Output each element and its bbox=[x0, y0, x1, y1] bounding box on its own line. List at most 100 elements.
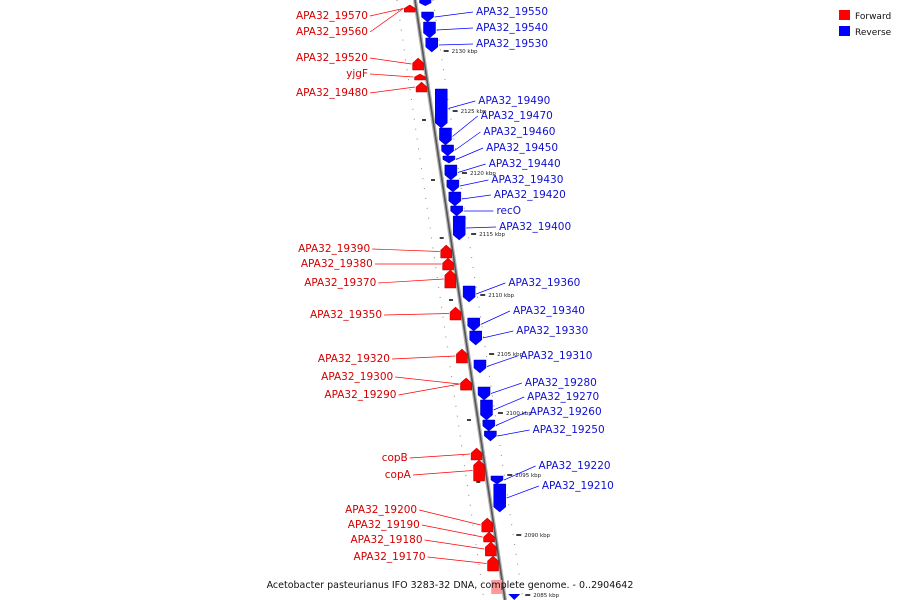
forward-gene-arrow[interactable] bbox=[404, 4, 416, 13]
forward-gene-leader bbox=[369, 57, 412, 65]
reverse-gene-arrow[interactable] bbox=[441, 144, 454, 157]
reverse-gene-label[interactable]: APA32_19470 bbox=[481, 110, 553, 122]
reverse-gene-arrow[interactable] bbox=[439, 127, 452, 146]
reverse-gene-label[interactable]: APA32_19310 bbox=[520, 350, 592, 362]
scale-tick-label: 2100 kbp bbox=[506, 411, 532, 417]
forward-gene-label[interactable]: copA bbox=[385, 469, 412, 481]
reverse-gene-label[interactable]: APA32_19330 bbox=[516, 325, 588, 337]
forward-gene-arrow[interactable] bbox=[456, 348, 468, 364]
forward-gene-arrow[interactable] bbox=[470, 447, 483, 461]
reverse-gene-arrow[interactable] bbox=[469, 330, 482, 346]
reverse-gene-label[interactable]: recO bbox=[496, 205, 521, 217]
forward-gene-arrow[interactable] bbox=[449, 306, 462, 321]
scale-tick-label: 2130 kbp bbox=[452, 49, 478, 55]
reverse-gene-arrow[interactable] bbox=[425, 37, 438, 53]
reverse-gene-label[interactable]: APA32_19270 bbox=[527, 391, 599, 403]
reverse-gene-arrow[interactable] bbox=[452, 215, 466, 241]
reverse-gene-label[interactable]: APA32_19210 bbox=[542, 480, 614, 492]
reverse-gene-label[interactable]: APA32_19540 bbox=[476, 22, 548, 34]
forward-gene-leader bbox=[395, 376, 460, 385]
reverse-gene-arrow[interactable] bbox=[490, 475, 504, 485]
reverse-gene-leader bbox=[490, 382, 522, 394]
forward-gene-label[interactable]: yjgF bbox=[346, 68, 368, 80]
forward-legend-label: Forward bbox=[855, 12, 891, 22]
forward-gene-arrow[interactable] bbox=[485, 541, 497, 557]
reverse-gene-label[interactable]: APA32_19490 bbox=[478, 95, 550, 107]
reverse-gene-arrow[interactable] bbox=[421, 11, 434, 23]
reverse-legend-swatch bbox=[839, 26, 850, 36]
forward-gene-arrow[interactable] bbox=[487, 555, 499, 572]
reverse-gene-label[interactable]: APA32_19550 bbox=[476, 6, 548, 18]
forward-gene-leader bbox=[369, 8, 404, 33]
reverse-gene-label[interactable]: APA32_19460 bbox=[483, 126, 555, 138]
reverse-gene-arrow[interactable] bbox=[467, 317, 480, 332]
reverse-gene-arrow[interactable] bbox=[493, 483, 506, 513]
forward-gene-label[interactable]: APA32_19300 bbox=[321, 371, 393, 383]
reverse-gene-label[interactable]: APA32_19280 bbox=[525, 377, 597, 389]
forward-gene-label[interactable]: APA32_19320 bbox=[318, 353, 390, 365]
reverse-gene-label[interactable]: APA32_19340 bbox=[513, 305, 585, 317]
forward-gene-label[interactable]: APA32_19560 bbox=[296, 26, 368, 38]
reverse-gene-arrow[interactable] bbox=[446, 179, 460, 193]
legend: Forward Reverse bbox=[839, 10, 892, 38]
forward-gene-arrow[interactable] bbox=[473, 459, 485, 482]
forward-gene-leader bbox=[384, 313, 450, 316]
reverse-gene-label[interactable]: APA32_19250 bbox=[533, 424, 605, 436]
reverse-gene-arrow[interactable] bbox=[442, 155, 456, 164]
scale-tick-label: 2115 kbp bbox=[479, 232, 505, 238]
reverse-gene-arrow[interactable] bbox=[477, 386, 491, 401]
reverse-gene-leader bbox=[495, 411, 527, 426]
reverse-gene-arrow[interactable] bbox=[450, 205, 463, 217]
forward-gene-arrow[interactable] bbox=[414, 73, 426, 81]
forward-gene-label[interactable]: APA32_19180 bbox=[350, 534, 422, 546]
reverse-gene-label[interactable]: APA32_19220 bbox=[539, 460, 611, 472]
reverse-gene-arrow[interactable] bbox=[484, 430, 497, 442]
forward-gene-arrow[interactable] bbox=[442, 257, 454, 271]
reverse-gene-label[interactable]: APA32_19260 bbox=[530, 406, 602, 418]
forward-gene-label[interactable]: APA32_19170 bbox=[354, 551, 426, 563]
forward-gene-arrow[interactable] bbox=[440, 244, 452, 259]
forward-gene-arrow[interactable] bbox=[483, 531, 495, 543]
reverse-gene-arrow[interactable] bbox=[482, 419, 496, 432]
forward-gene-leader bbox=[427, 556, 487, 564]
reverse-gene-label[interactable]: APA32_19450 bbox=[486, 142, 558, 154]
reverse-gene-label[interactable]: APA32_19430 bbox=[491, 174, 563, 186]
forward-gene-label[interactable]: APA32_19190 bbox=[348, 519, 420, 531]
reverse-gene-label[interactable]: APA32_19530 bbox=[476, 38, 548, 50]
reverse-gene-arrow[interactable] bbox=[480, 399, 493, 421]
forward-gene-leader bbox=[409, 453, 471, 459]
forward-gene-label[interactable]: APA32_19520 bbox=[296, 52, 368, 64]
reverse-gene-arrow[interactable] bbox=[473, 359, 487, 374]
forward-gene-label[interactable]: APA32_19570 bbox=[296, 10, 368, 22]
genome-caption: Acetobacter pasteurianus IFO 3283-32 DNA… bbox=[267, 580, 634, 591]
forward-gene-arrow[interactable] bbox=[460, 377, 472, 391]
forward-gene-arrow[interactable] bbox=[412, 57, 424, 71]
forward-gene-label[interactable]: APA32_19380 bbox=[301, 258, 373, 270]
reverse-gene-arrow[interactable] bbox=[444, 164, 458, 181]
reverse-gene-arrow[interactable] bbox=[423, 21, 436, 39]
forward-gene-leader bbox=[421, 524, 483, 538]
forward-gene-label[interactable]: APA32_19350 bbox=[310, 309, 382, 321]
forward-gene-label[interactable]: APA32_19290 bbox=[324, 389, 396, 401]
forward-gene-label[interactable]: copB bbox=[382, 452, 408, 464]
reverse-gene-leader bbox=[454, 131, 481, 151]
reverse-gene-label[interactable]: APA32_19440 bbox=[489, 158, 561, 170]
reverse-gene-label[interactable]: APA32_19400 bbox=[499, 221, 571, 233]
forward-gene-arrow[interactable] bbox=[415, 81, 428, 93]
reverse-gene-label[interactable]: APA32_19420 bbox=[494, 189, 566, 201]
forward-gene-label[interactable]: APA32_19370 bbox=[304, 277, 376, 289]
forward-gene-label[interactable]: APA32_19390 bbox=[298, 243, 370, 255]
reverse-gene-label[interactable]: APA32_19360 bbox=[508, 277, 580, 289]
reverse-gene-leader bbox=[452, 115, 479, 137]
reverse-gene-arrow[interactable] bbox=[448, 191, 462, 207]
forward-gene-label[interactable]: APA32_19200 bbox=[345, 504, 417, 516]
reverse-gene-arrow[interactable] bbox=[435, 88, 448, 129]
forward-gene-arrow[interactable] bbox=[444, 269, 457, 289]
reverse-gene-leader bbox=[455, 147, 484, 160]
reverse-gene-leader bbox=[448, 100, 476, 109]
forward-gene-arrow[interactable] bbox=[481, 517, 493, 533]
forward-gene-label[interactable]: APA32_19480 bbox=[296, 87, 368, 99]
reverse-gene-arrow[interactable] bbox=[462, 285, 476, 303]
